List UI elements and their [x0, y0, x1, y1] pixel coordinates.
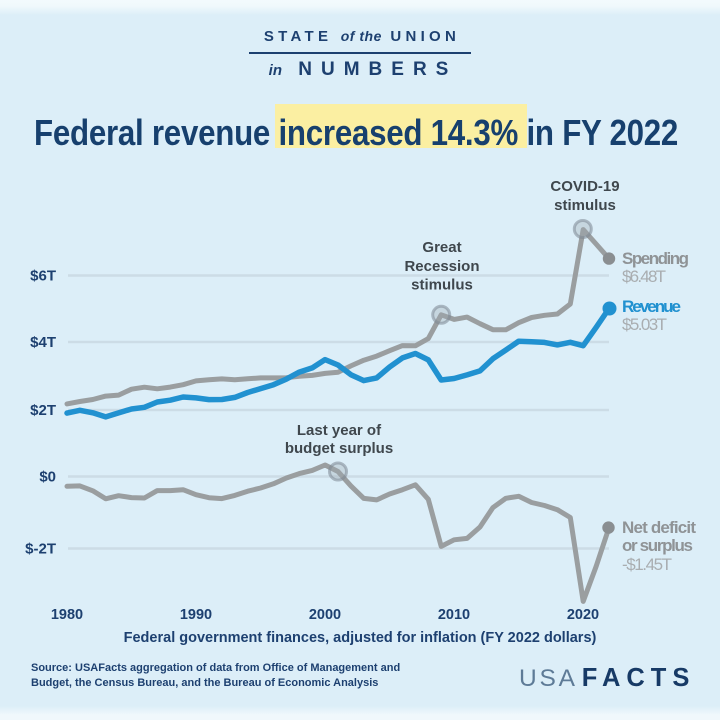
svg-text:$6.48T: $6.48T: [622, 267, 666, 286]
svg-text:Recession: Recession: [404, 258, 479, 275]
svg-text:1980: 1980: [51, 607, 83, 623]
svg-text:Great: Great: [422, 239, 461, 256]
svg-text:$4T: $4T: [30, 334, 56, 351]
svg-text:2020: 2020: [567, 607, 599, 623]
svg-text:2010: 2010: [438, 607, 470, 623]
svg-text:$5.03T: $5.03T: [622, 315, 667, 334]
svg-text:Spending: Spending: [622, 249, 689, 268]
svg-text:$0: $0: [39, 469, 56, 486]
svg-text:1990: 1990: [180, 607, 212, 623]
svg-text:or surplus: or surplus: [622, 536, 693, 555]
svg-text:$6T: $6T: [30, 268, 56, 285]
svg-text:COVID-19: COVID-19: [550, 178, 619, 195]
svg-text:Revenue: Revenue: [622, 297, 681, 316]
svg-text:Net deficit: Net deficit: [622, 518, 696, 537]
svg-text:Last year of: Last year of: [297, 422, 382, 439]
svg-text:Federal government finances, a: Federal government finances, adjusted fo…: [124, 630, 597, 646]
svg-text:-$1.45T: -$1.45T: [622, 555, 672, 574]
svg-text:2000: 2000: [309, 607, 341, 623]
svg-text:stimulus: stimulus: [554, 197, 616, 214]
svg-text:$-2T: $-2T: [25, 541, 56, 558]
svg-text:stimulus: stimulus: [411, 277, 473, 294]
svg-text:budget surplus: budget surplus: [285, 440, 393, 457]
svg-text:$2T: $2T: [30, 402, 56, 419]
